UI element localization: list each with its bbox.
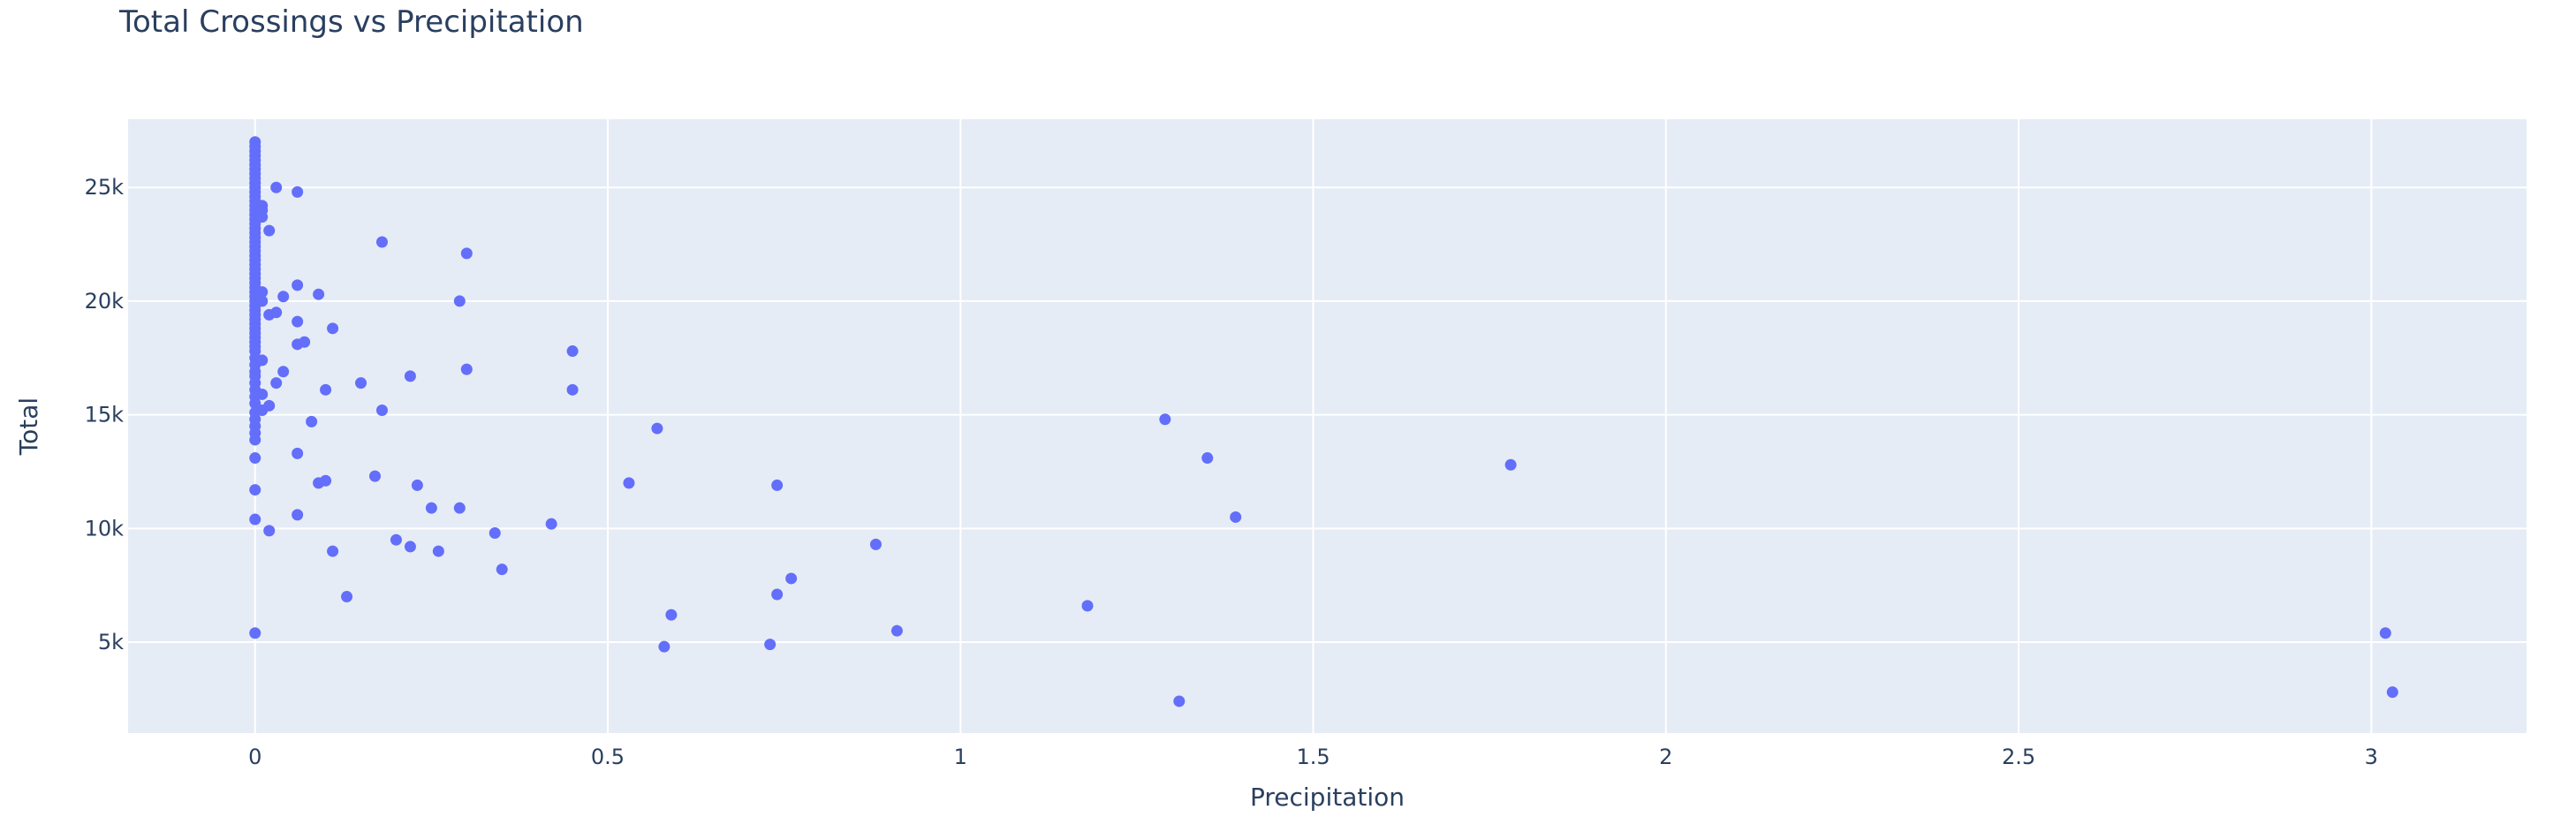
data-point: [1504, 458, 1517, 471]
data-point: [1173, 695, 1186, 707]
data-point: [292, 315, 304, 328]
data-point: [1230, 511, 1242, 523]
data-point: [263, 399, 276, 412]
data-point: [368, 470, 381, 482]
data-point: [411, 479, 423, 491]
data-point: [890, 624, 903, 637]
data-point: [249, 434, 261, 446]
data-point: [651, 422, 663, 435]
x-axis-title: Precipitation: [1250, 783, 1405, 812]
data-point: [404, 370, 416, 382]
data-point: [764, 639, 777, 651]
data-point: [460, 363, 473, 375]
data-point: [320, 383, 332, 396]
data-point: [292, 447, 304, 459]
x-tick-label: 1.5: [1296, 745, 1330, 769]
data-point: [545, 518, 557, 530]
data-point: [256, 388, 269, 400]
data-point: [665, 609, 678, 621]
data-point: [460, 247, 473, 260]
data-point: [566, 345, 579, 358]
x-tick-label: 3: [2365, 745, 2378, 769]
x-tick-label: 0: [248, 745, 261, 769]
data-point: [320, 474, 332, 487]
y-tick-label: 20k: [85, 289, 125, 314]
data-point: [1081, 600, 1094, 612]
data-point: [771, 479, 784, 491]
data-point: [299, 336, 311, 348]
plot-area: [128, 119, 2527, 733]
data-point: [256, 354, 269, 367]
data-point: [390, 533, 402, 546]
data-point: [256, 211, 269, 223]
data-point: [425, 502, 437, 514]
data-point: [256, 286, 269, 299]
data-point: [256, 295, 269, 307]
data-point: [2386, 686, 2398, 699]
data-point: [270, 181, 283, 193]
data-point: [489, 526, 501, 539]
data-point: [1201, 452, 1214, 465]
data-point: [432, 545, 444, 557]
data-point: [1159, 413, 1171, 426]
data-point: [869, 538, 882, 550]
chart-title: Total Crossings vs Precipitation: [118, 4, 584, 40]
data-point: [453, 295, 466, 307]
data-point: [249, 397, 261, 410]
data-point: [785, 572, 798, 585]
data-point: [306, 415, 318, 427]
data-points: [249, 136, 2398, 707]
data-point: [375, 404, 388, 416]
data-point: [292, 279, 304, 291]
data-point: [277, 291, 290, 303]
data-point: [249, 513, 261, 526]
data-point: [327, 322, 339, 335]
x-tick-label: 2.5: [2002, 745, 2035, 769]
data-point: [263, 224, 276, 237]
data-point: [453, 502, 466, 514]
data-point: [2379, 627, 2391, 639]
y-tick-label: 5k: [98, 630, 124, 654]
x-tick-label: 1: [954, 745, 967, 769]
data-point: [313, 288, 325, 300]
data-point: [375, 236, 388, 248]
data-point: [327, 545, 339, 557]
y-axis-ticks: 5k 10k 15k 20k 25k: [85, 175, 125, 654]
data-point: [496, 563, 508, 576]
data-point: [355, 377, 367, 390]
x-axis-ticks: 0 0.5 1 1.5 2 2.5 3: [248, 745, 2378, 769]
gridlines: [128, 119, 2527, 733]
x-tick-label: 0.5: [591, 745, 625, 769]
data-point: [249, 484, 261, 496]
data-point: [658, 640, 671, 653]
x-tick-label: 2: [1659, 745, 1672, 769]
data-point: [292, 509, 304, 521]
data-point: [277, 366, 290, 378]
data-point: [270, 377, 283, 390]
y-tick-label: 25k: [85, 175, 125, 200]
data-point: [270, 306, 283, 319]
data-point: [292, 185, 304, 198]
data-point: [341, 591, 353, 603]
data-point: [249, 627, 261, 639]
y-tick-label: 10k: [85, 516, 125, 541]
y-tick-label: 15k: [85, 403, 125, 427]
data-point: [566, 383, 579, 396]
data-point: [263, 525, 276, 537]
y-axis-title: Total: [14, 397, 43, 456]
data-point: [623, 477, 635, 489]
data-point: [771, 588, 784, 601]
data-point: [249, 452, 261, 465]
data-point: [404, 541, 416, 553]
